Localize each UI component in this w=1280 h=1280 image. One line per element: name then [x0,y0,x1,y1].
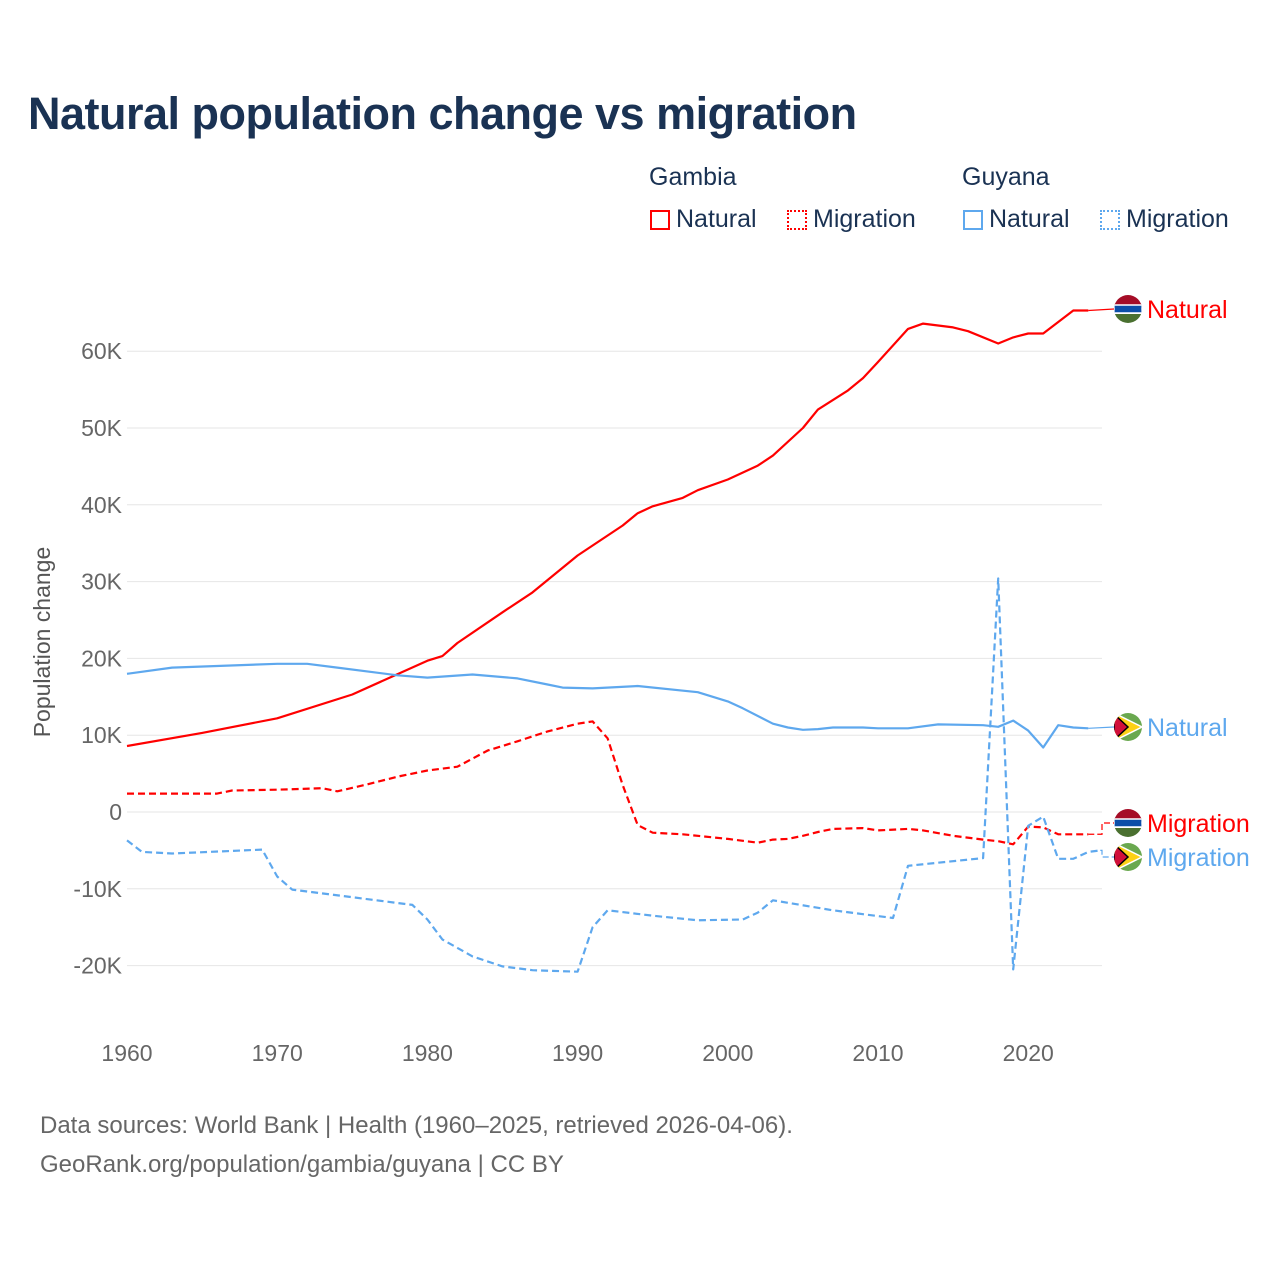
flag-triangle [1114,713,1130,741]
series-end-label: Natural [1147,714,1228,742]
x-tick-label: 2010 [852,1040,903,1066]
footer-sources: Data sources: World Bank | Health (1960–… [40,1112,793,1139]
y-tick-label: 30K [81,569,123,595]
flag-body [1114,843,1142,871]
flag-body [1114,295,1142,323]
flag-stripe [1114,304,1142,314]
footer-attribution[interactable]: GeoRank.org/population/gambia/guyana | C… [40,1151,564,1178]
y-tick-label: 60K [81,338,123,364]
series-end-label: Migration [1147,810,1250,838]
label-leader-line [1088,822,1114,835]
flag-triangle [1114,843,1130,871]
y-tick-label: 40K [81,492,123,518]
y-tick-label: 20K [81,645,123,671]
legend-gambia-migration[interactable]: Migration [787,205,916,234]
flag-stripe [1114,314,1142,323]
legend-swatch-dotted-blue [1100,209,1120,230]
flag-body [1114,809,1142,837]
y-tick-label: 0 [109,799,122,825]
legend-guyana-migration[interactable]: Migration [1100,205,1229,234]
label-leader-line [1088,308,1115,312]
flag-stripe [1114,295,1142,305]
y-tick-label: -20K [73,953,122,979]
flag-stripe [1114,818,1142,828]
legend-label: Migration [813,205,916,233]
legend-label: Migration [1126,205,1229,233]
legend-swatch-dotted-red [787,209,807,230]
x-tick-label: 1970 [252,1040,303,1066]
legend-group-gambia: Gambia [649,163,737,191]
label-leader-line [1088,726,1115,729]
x-tick-label: 2000 [702,1040,753,1066]
x-tick-label: 2020 [1003,1040,1054,1066]
series-end-label: Natural [1147,296,1228,324]
gambia-flag-icon [1114,809,1142,837]
legend-guyana-natural[interactable]: Natural [963,205,1070,234]
x-tick-label: 1980 [402,1040,453,1066]
y-tick-label: -10K [73,876,122,902]
legend-group-guyana: Guyana [962,163,1050,191]
chart-title: Natural population change vs migration [28,88,857,139]
footer: Data sources: World Bank | Health (1960–… [40,1106,793,1184]
guyana-flag-icon [1114,713,1142,741]
legend-label: Natural [989,205,1070,233]
y-tick-label: 50K [81,415,123,441]
legend-swatch-solid-red [650,209,670,230]
label-leader-line [1100,849,1114,858]
series-line-guyana-migration [126,577,1101,973]
legend-label: Natural [676,205,757,233]
series-line-guyana-natural [126,662,1089,749]
flag-stripe [1114,828,1142,837]
y-tick-label: 10K [81,722,123,748]
x-tick-label: 1990 [552,1040,603,1066]
y-axis-label: Population change [29,547,55,738]
legend-swatch-solid-blue [963,209,983,230]
flag-body [1114,713,1142,741]
flag-stripe [1114,809,1142,819]
series-line-gambia-migration [127,720,1089,846]
gambia-flag-icon [1114,295,1142,323]
x-tick-label: 1960 [101,1040,152,1066]
guyana-flag-icon [1114,843,1142,871]
legend-gambia-natural[interactable]: Natural [650,205,757,234]
series-line-gambia-natural [126,309,1089,748]
series-end-label: Migration [1147,844,1250,872]
